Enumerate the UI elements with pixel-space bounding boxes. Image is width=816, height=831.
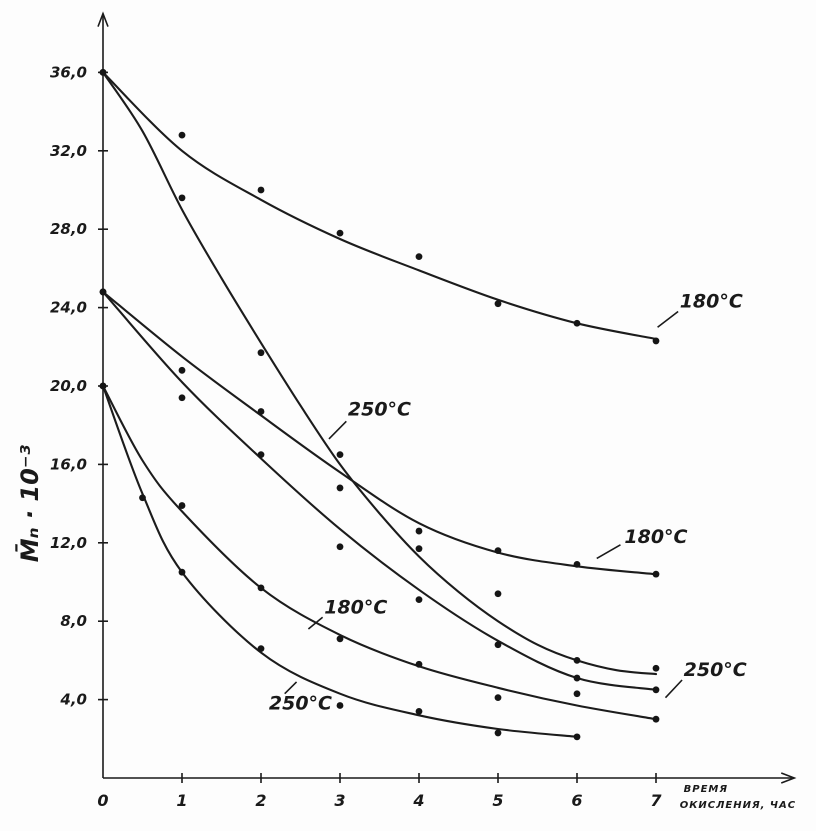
data-point [573, 657, 581, 664]
series-label: 250°C [348, 398, 411, 420]
x-tick-label: 3 [334, 791, 345, 810]
data-point [415, 707, 423, 715]
x-axis-label-line1: ВРЕМЯ [684, 784, 728, 795]
label-leader [307, 616, 324, 630]
data-point [415, 596, 423, 604]
label-leader [657, 310, 679, 328]
data-point [415, 527, 423, 535]
label-leader [284, 681, 298, 695]
series-label: 180°C [324, 596, 387, 618]
data-point [415, 660, 423, 668]
data-point [573, 560, 581, 568]
data-point [336, 543, 344, 551]
data-point [573, 674, 581, 682]
data-point [336, 484, 344, 492]
x-tick-label: 7 [650, 791, 662, 810]
y-axis-label: M̄ₙ · 10⁻³ [14, 445, 44, 563]
data-point [415, 545, 423, 553]
x-tick-label: 4 [412, 791, 424, 810]
data-point [178, 194, 186, 202]
series-label: 250°C [269, 692, 332, 714]
data-point [257, 408, 265, 415]
data-point [573, 319, 581, 327]
y-tick-label: 4,0 [59, 691, 87, 709]
data-point [336, 451, 344, 458]
tick-labels: 4,0 8,0 12,0 16,0 20,0 24,0 28,0 32,0 36,0 0 1 2 3 4 5… [50, 63, 662, 810]
data-point [652, 570, 660, 578]
x-tick-label: 2 [255, 791, 266, 810]
series-curves [101, 71, 658, 738]
series-line-3 [101, 290, 658, 576]
data-point [652, 664, 660, 672]
series-line-5 [101, 384, 658, 721]
x-tick-label: 1 [176, 791, 187, 810]
series-line-6 [101, 384, 579, 738]
series-line-2 [101, 71, 658, 676]
x-axis-label-line2: ОКИСЛЕНИЯ, ЧАС [680, 800, 796, 811]
data-point [415, 253, 423, 261]
data-point [336, 229, 344, 237]
x-tick-label: 5 [492, 791, 503, 810]
series-label: 180°C [680, 291, 743, 313]
data-points [99, 69, 660, 741]
data-point [178, 394, 186, 402]
y-tick-label: 8,0 [60, 612, 87, 630]
data-point [494, 694, 502, 702]
series-line-4 [101, 290, 658, 691]
y-tick-label: 36,0 [50, 63, 87, 81]
x-tick-label: 0 [97, 791, 108, 810]
data-point [494, 590, 502, 598]
y-tick-label: 28,0 [50, 220, 87, 238]
y-tick-label: 12,0 [50, 534, 87, 552]
data-point [139, 494, 146, 502]
data-point [257, 451, 265, 458]
data-point [178, 568, 186, 576]
y-tick-label: 20,0 [50, 377, 87, 395]
data-point [573, 690, 581, 698]
data-point [336, 702, 344, 709]
data-point [178, 502, 186, 509]
x-tick-label: 6 [571, 791, 582, 810]
data-point [178, 366, 186, 374]
label-leader [596, 544, 621, 560]
data-point [494, 300, 502, 308]
data-point [494, 641, 502, 649]
data-point [178, 131, 186, 139]
series-labels: 180°C 250°C 180°C 250°C 180°C 250°C [269, 291, 747, 715]
data-point [494, 547, 502, 555]
data-point [99, 288, 107, 296]
label-leader [664, 679, 683, 699]
data-point [257, 349, 265, 357]
x-axis-arrow [780, 772, 797, 784]
y-tick-label: 24,0 [50, 299, 87, 317]
label-leader [328, 420, 347, 440]
data-point [494, 729, 502, 737]
data-point [99, 69, 107, 76]
series-label: 180°C [624, 526, 687, 548]
data-point [652, 686, 660, 694]
series-line-1 [101, 71, 658, 341]
data-point [573, 733, 581, 741]
data-point [652, 715, 660, 723]
y-tick-label: 32,0 [50, 142, 87, 160]
data-point [336, 635, 344, 643]
series-label: 250°C [684, 659, 747, 681]
data-point [257, 645, 265, 653]
data-point [257, 584, 265, 592]
y-axis-arrow [97, 11, 109, 27]
y-tick-label: 16,0 [50, 455, 87, 473]
data-point [99, 382, 107, 390]
data-point [257, 186, 265, 194]
data-point [652, 337, 660, 345]
